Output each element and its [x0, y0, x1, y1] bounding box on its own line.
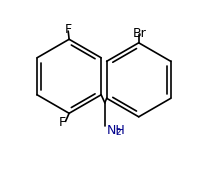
Text: Br: Br — [133, 27, 146, 40]
Text: F: F — [65, 23, 72, 36]
Text: NH: NH — [107, 124, 125, 137]
Text: 2: 2 — [115, 128, 121, 137]
Text: F: F — [58, 117, 66, 129]
